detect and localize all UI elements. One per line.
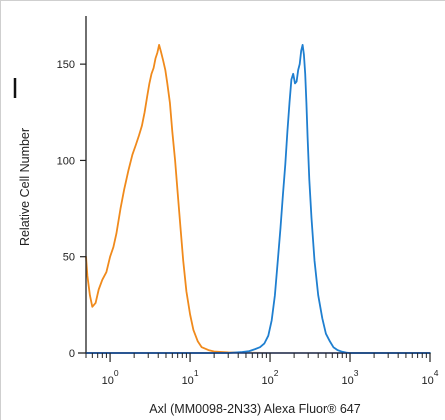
y-axis-label: Relative Cell Number	[18, 128, 32, 246]
x-tick-base: 10	[102, 375, 114, 387]
y-tick-label: 150	[57, 59, 75, 71]
x-tick-exponent: 0	[114, 368, 119, 378]
x-tick-exponent: 4	[434, 368, 439, 378]
x-axis-label: Axl (MM0098-2N33) Alexa Fluor® 647	[149, 402, 360, 416]
x-tick-base: 10	[342, 375, 354, 387]
y-tick-label: 50	[63, 252, 75, 264]
x-tick-exponent: 2	[274, 368, 279, 378]
x-tick-exponent: 1	[194, 368, 199, 378]
x-tick-base: 10	[422, 375, 434, 387]
x-tick-base: 10	[182, 375, 194, 387]
x-tick-base: 10	[262, 375, 274, 387]
y-tick-label: 100	[57, 155, 75, 167]
y-tick-label: 0	[69, 348, 75, 360]
x-tick-exponent: 3	[354, 368, 359, 378]
